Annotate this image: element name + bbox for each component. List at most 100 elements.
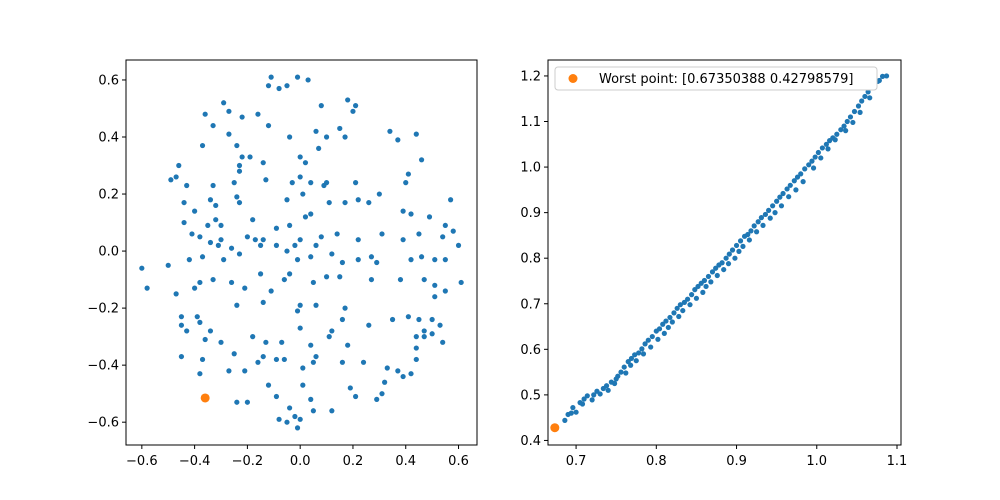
left-point-138 xyxy=(458,279,464,286)
left-point-7 xyxy=(284,83,290,89)
left-point-59 xyxy=(218,222,224,229)
right-point-120 xyxy=(767,215,773,221)
right-point-36 xyxy=(692,287,698,293)
right-plot-ticks: 0.7 0.8 0.9 1.0 1.1 0.4 0.5 0.6 0.7 0.8 0.9 1.0 1.1 1… xyxy=(520,69,907,469)
left-point-152 xyxy=(342,305,348,311)
right-point-103 xyxy=(669,319,675,325)
left-point-190 xyxy=(360,359,367,365)
right-point-54 xyxy=(755,219,761,225)
left-point-196 xyxy=(197,371,203,377)
right-point-100 xyxy=(655,336,661,342)
right-y-tick-label-6: 1.0 xyxy=(520,161,541,176)
right-point-44 xyxy=(719,260,725,266)
right-point-29 xyxy=(667,314,673,321)
left-point-96 xyxy=(416,231,422,237)
left-point-200 xyxy=(287,405,293,411)
right-point-132 xyxy=(857,109,863,115)
right-point-114 xyxy=(732,255,738,261)
left-point-119 xyxy=(455,242,462,248)
left-point-202 xyxy=(294,425,301,431)
left-y-tick-label-4: 0.2 xyxy=(98,188,119,203)
right-point-37 xyxy=(695,283,701,290)
right-point-30 xyxy=(671,310,677,316)
left-point-93 xyxy=(355,237,361,243)
right-point-7 xyxy=(589,397,595,403)
left-point-32 xyxy=(387,128,393,134)
left-point-22 xyxy=(342,134,348,140)
left-point-26 xyxy=(247,154,253,160)
left-point-79 xyxy=(205,222,211,229)
right-point-84 xyxy=(862,93,868,100)
left-point-12 xyxy=(353,103,359,109)
right-point-66 xyxy=(798,171,804,177)
right-point-126 xyxy=(810,165,817,171)
left-point-214 xyxy=(300,382,306,388)
left-point-8 xyxy=(294,74,301,80)
left-point-170 xyxy=(308,342,314,348)
right-point-91 xyxy=(579,401,586,407)
left-point-168 xyxy=(263,339,269,345)
left-point-118 xyxy=(442,257,448,263)
left-point-9 xyxy=(305,77,311,83)
left-point-50 xyxy=(353,180,359,186)
left-point-48 xyxy=(302,160,309,166)
left-point-204 xyxy=(310,408,316,414)
left-point-44 xyxy=(289,180,295,186)
left-point-147 xyxy=(260,299,266,306)
left-y-tick-label-6: 0.6 xyxy=(98,73,119,88)
right-point-98 xyxy=(640,351,647,357)
left-point-210 xyxy=(276,416,282,422)
left-point-40 xyxy=(210,182,216,189)
left-point-97 xyxy=(440,234,446,240)
left-plot-ticks: −0.6 −0.4 −0.2 0.0 0.2 0.4 0.6 −0.6 −0.4 −0.2 0.0 0… xyxy=(87,73,468,469)
left-point-88 xyxy=(292,242,298,248)
right-point-2 xyxy=(570,405,576,411)
right-x-tick-label-2: 0.9 xyxy=(726,454,747,469)
left-point-94 xyxy=(379,231,385,237)
right-point-130 xyxy=(843,128,849,134)
right-point-11 xyxy=(605,387,611,393)
right-point-94 xyxy=(613,376,619,382)
left-point-128 xyxy=(268,288,274,294)
left-point-125 xyxy=(228,279,235,286)
left-point-55 xyxy=(181,219,187,226)
left-point-185 xyxy=(281,356,287,363)
left-point-34 xyxy=(413,131,419,137)
left-point-68 xyxy=(326,199,332,206)
legend-label-worst-point: Worst point: [0.67350388 0.42798579] xyxy=(599,72,853,87)
right-point-117 xyxy=(746,237,752,243)
left-point-124 xyxy=(210,276,216,283)
left-point-102 xyxy=(199,254,206,260)
left-point-149 xyxy=(294,308,301,314)
right-point-112 xyxy=(721,266,727,273)
right-point-102 xyxy=(665,324,671,331)
right-y-tick-label-7: 1.1 xyxy=(520,115,541,130)
right-point-58 xyxy=(770,203,776,209)
left-point-213 xyxy=(244,399,250,405)
left-point-182 xyxy=(255,359,261,365)
right-point-59 xyxy=(774,198,780,204)
left-point-20 xyxy=(313,128,319,134)
right-point-69 xyxy=(809,158,815,164)
left-point-56 xyxy=(192,208,198,214)
left-point-140 xyxy=(432,294,438,300)
left-plot-points xyxy=(139,74,464,431)
right-point-82 xyxy=(855,103,862,109)
left-point-198 xyxy=(265,382,272,388)
right-point-26 xyxy=(656,326,663,332)
left-point-91 xyxy=(318,234,324,240)
left-point-76 xyxy=(442,222,448,229)
right-plot-frame xyxy=(547,59,902,446)
right-point-133 xyxy=(867,95,873,101)
left-point-92 xyxy=(334,231,340,237)
left-point-72 xyxy=(400,208,406,214)
left-point-66 xyxy=(300,191,306,197)
left-point-139 xyxy=(442,288,448,294)
left-point-41 xyxy=(213,202,219,209)
left-point-36 xyxy=(176,162,182,169)
left-plot-frame xyxy=(125,59,478,446)
right-y-tick-label-8: 1.2 xyxy=(520,69,541,84)
left-point-18 xyxy=(265,122,272,129)
left-point-73 xyxy=(408,211,414,217)
left-point-45 xyxy=(297,174,303,180)
